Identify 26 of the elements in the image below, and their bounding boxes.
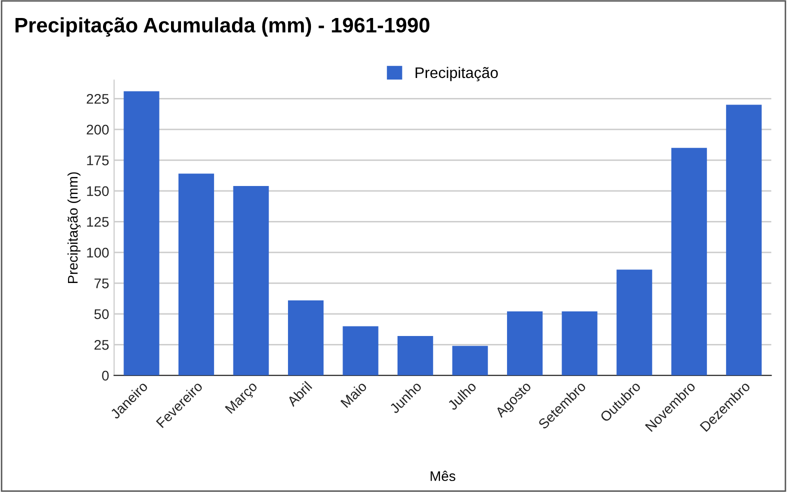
y-tick-label: 75 [94, 278, 109, 288]
bar [288, 300, 324, 376]
bar [178, 174, 214, 376]
y-tick-label: 175 [87, 156, 109, 166]
bar [726, 104, 762, 376]
bar [452, 346, 488, 376]
y-tick-label: 125 [87, 216, 109, 227]
bar [398, 336, 434, 376]
bar [124, 91, 160, 376]
bar [562, 311, 598, 376]
bar [616, 270, 652, 376]
bar [233, 186, 269, 376]
chart-title: Precipitação Acumulada (mm) - 1961-1990 [16, 17, 430, 37]
bar [671, 148, 707, 376]
bar [507, 311, 543, 376]
y-tick-label: 225 [86, 94, 109, 104]
y-tick-label: 25 [94, 340, 109, 350]
x-axis-title: Mês [430, 470, 456, 482]
y-tick-label: 100 [87, 248, 109, 258]
bar [342, 326, 378, 376]
y-tick-label: 200 [86, 124, 109, 135]
y-tick-label: 150 [87, 186, 109, 196]
y-tick-label: 50 [94, 309, 109, 320]
y-tick-label: 0 [102, 370, 109, 381]
y-axis-title: Precipitação (mm) [68, 172, 81, 283]
legend-label: Precipitação [416, 66, 498, 82]
